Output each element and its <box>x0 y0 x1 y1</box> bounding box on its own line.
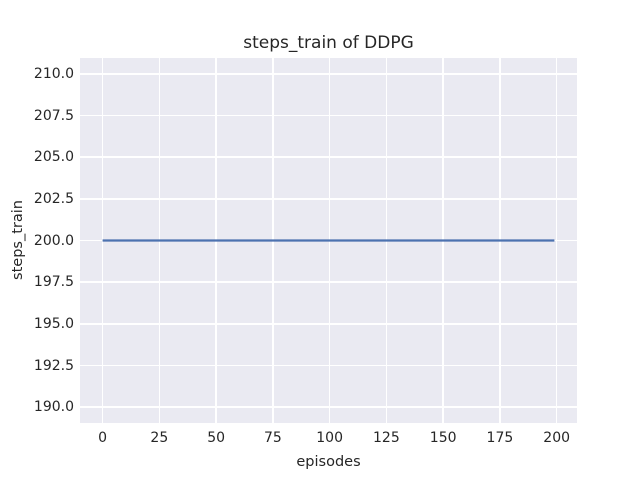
y-axis-tick-labels: 190.0 192.5 195.0 197.5 200.0 202.5 205.0 207.5… <box>0 0 74 480</box>
x-tick-label: 25 <box>150 430 169 446</box>
horizontal-gridline <box>80 156 577 158</box>
x-tick-label: 200 <box>543 430 571 446</box>
horizontal-gridline <box>80 73 577 75</box>
x-tick-label: 150 <box>429 430 457 446</box>
x-tick-label: 0 <box>98 430 108 446</box>
y-tick-label: 205.0 <box>33 149 74 166</box>
y-tick-label: 197.5 <box>33 274 74 291</box>
x-tick-label: 50 <box>207 430 226 446</box>
y-tick-label: 195.0 <box>33 315 74 332</box>
y-tick-label: 210.0 <box>33 65 74 82</box>
vertical-gridline <box>555 58 558 423</box>
horizontal-gridline <box>80 198 577 200</box>
x-tick-label: 175 <box>486 430 514 446</box>
y-axis-title: steps_train <box>10 200 26 280</box>
y-tick-label: 190.0 <box>33 399 74 416</box>
y-tick-label: 202.5 <box>33 190 74 207</box>
y-tick-label: 200.0 <box>33 232 74 249</box>
horizontal-gridline <box>80 281 577 283</box>
horizontal-gridline <box>80 114 577 117</box>
x-tick-label: 75 <box>263 430 282 446</box>
x-tick-label: 100 <box>316 430 343 446</box>
horizontal-gridline <box>80 323 577 325</box>
x-axis-tick-labels: 0 25 50 75 100 125 150 175 200 <box>0 430 640 450</box>
horizontal-gridline <box>80 364 577 367</box>
vertical-gridline <box>101 58 104 423</box>
x-tick-label: 125 <box>373 430 400 446</box>
y-tick-label: 192.5 <box>33 357 74 374</box>
chart-title: steps_train of DDPG <box>243 33 414 53</box>
x-axis-title: episodes <box>296 454 361 470</box>
series-layer <box>102 239 555 242</box>
plot-area <box>80 58 577 423</box>
y-tick-label: 207.5 <box>33 107 74 124</box>
horizontal-gridline <box>80 406 577 408</box>
